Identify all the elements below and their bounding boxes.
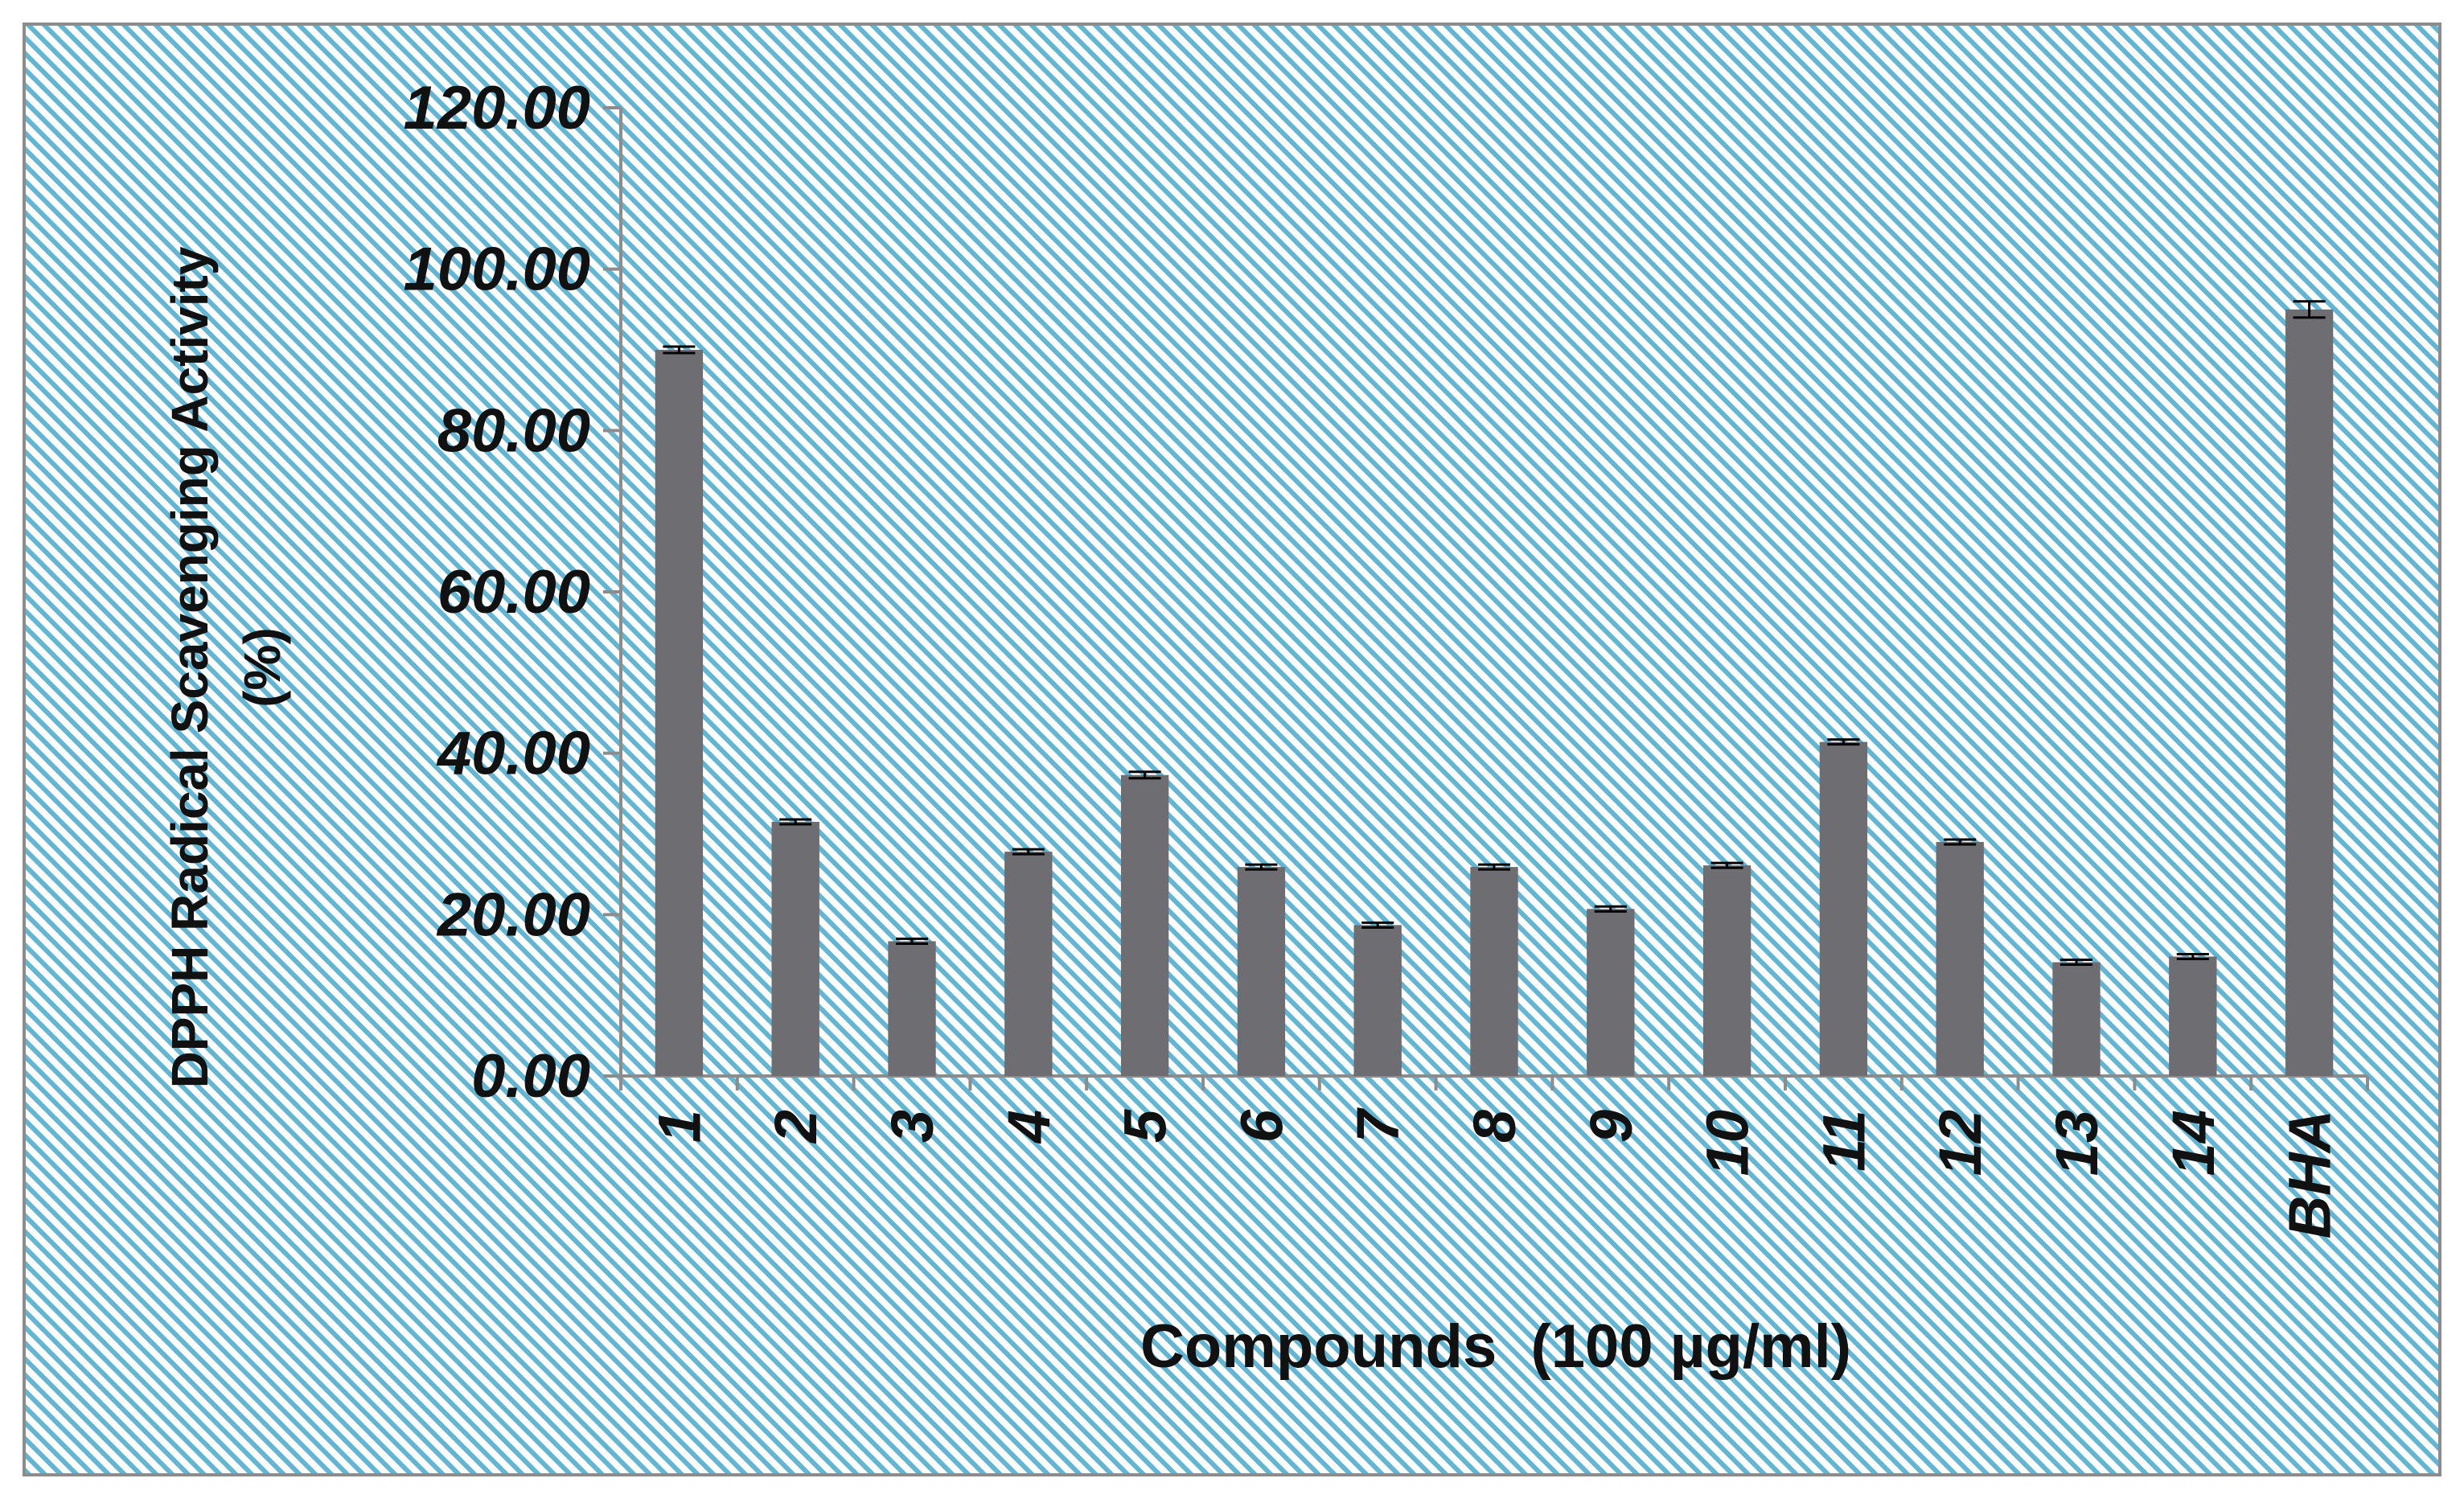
x-tick-label-8: 8	[1461, 1109, 1528, 1143]
y-tick-label-0: 0.00	[471, 1042, 590, 1111]
x-tick-label-6: 6	[1228, 1109, 1295, 1143]
bar-2	[771, 821, 819, 1076]
y-axis-label-line-2: (%)	[233, 627, 291, 708]
chart-frame	[23, 23, 2441, 1476]
y-tick-label-2: 40.00	[436, 720, 590, 788]
x-tick-label-3: 3	[879, 1110, 946, 1143]
x-tick-label-11: 11	[1810, 1110, 1877, 1172]
bar-10	[1702, 865, 1751, 1076]
x-tick-label-2: 2	[762, 1110, 829, 1144]
bar-BHA	[2285, 309, 2334, 1076]
x-tick-label-BHA: BHA	[2277, 1110, 2343, 1238]
bar-4	[1004, 852, 1053, 1076]
bar-13	[2052, 962, 2101, 1076]
x-tick-label-5: 5	[1112, 1108, 1179, 1143]
y-tick-label-3: 60.00	[437, 558, 590, 626]
bar-3	[888, 941, 936, 1076]
x-tick-label-4: 4	[996, 1110, 1062, 1144]
x-tick-label-10: 10	[1694, 1110, 1761, 1176]
bar-8	[1470, 867, 1518, 1076]
bar-1	[655, 350, 704, 1076]
y-tick-label-4: 80.00	[437, 396, 590, 465]
bar-11	[1819, 741, 1868, 1076]
bar-6	[1237, 867, 1286, 1076]
bar-7	[1353, 925, 1402, 1076]
x-tick-label-7: 7	[1345, 1107, 1411, 1143]
bar-5	[1120, 774, 1169, 1076]
x-axis-label: Compounds (100 µg/ml)	[1140, 1312, 1851, 1381]
bar-14	[2169, 956, 2217, 1076]
y-axis-label: DPPH Radical Scavenging Activity (%)	[161, 246, 291, 1088]
x-tick-label-12: 12	[1927, 1110, 1994, 1176]
bar-9	[1587, 909, 1635, 1076]
y-tick-label-1: 20.00	[436, 881, 590, 949]
y-axis-label-line-1: DPPH Radical Scavenging Activity	[161, 246, 219, 1088]
y-tick-label-5: 100.00	[404, 236, 590, 304]
bar-12	[1936, 842, 1984, 1076]
y-tick-label-6: 120.00	[404, 74, 590, 142]
x-tick-label-13: 13	[2043, 1110, 2110, 1176]
x-tick-label-9: 9	[1578, 1110, 1645, 1143]
x-tick-label-1: 1	[646, 1110, 713, 1143]
x-tick-label-14: 14	[2160, 1110, 2227, 1176]
